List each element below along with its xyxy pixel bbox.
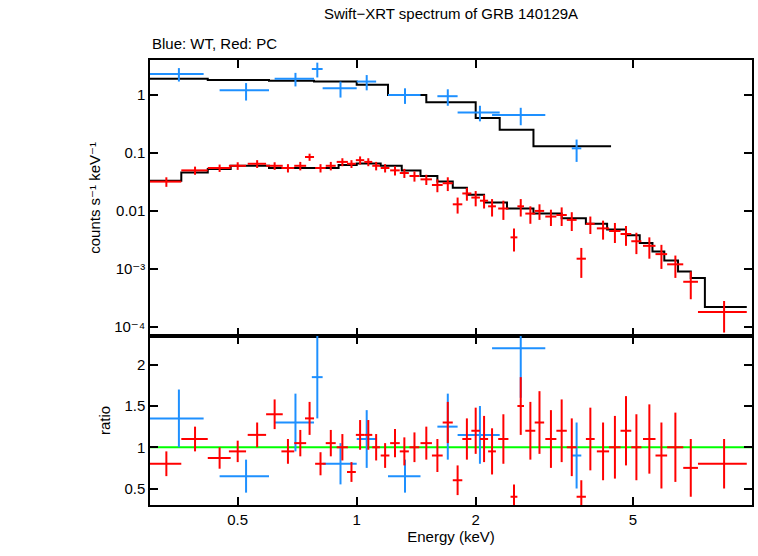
svg-text:0.1: 0.1 [124,144,145,161]
svg-text:10⁻⁴: 10⁻⁴ [114,318,145,335]
svg-text:1: 1 [353,511,361,528]
svg-text:5: 5 [629,511,637,528]
svg-text:0.5: 0.5 [227,511,248,528]
svg-text:0.5: 0.5 [124,480,145,497]
svg-text:Swift−XRT spectrum of GRB 1401: Swift−XRT spectrum of GRB 140129A [324,5,578,22]
svg-text:2: 2 [137,356,145,373]
svg-text:ratio: ratio [96,406,113,435]
svg-text:1: 1 [137,86,145,103]
svg-text:1: 1 [137,439,145,456]
svg-text:0.01: 0.01 [116,202,145,219]
svg-text:2: 2 [472,511,480,528]
svg-text:counts s⁻¹ keV⁻¹: counts s⁻¹ keV⁻¹ [86,142,103,254]
svg-text:Blue: WT, Red: PC: Blue: WT, Red: PC [152,35,277,52]
svg-text:Energy (keV): Energy (keV) [407,528,495,545]
svg-text:1.5: 1.5 [124,397,145,414]
svg-text:10⁻³: 10⁻³ [116,260,146,277]
